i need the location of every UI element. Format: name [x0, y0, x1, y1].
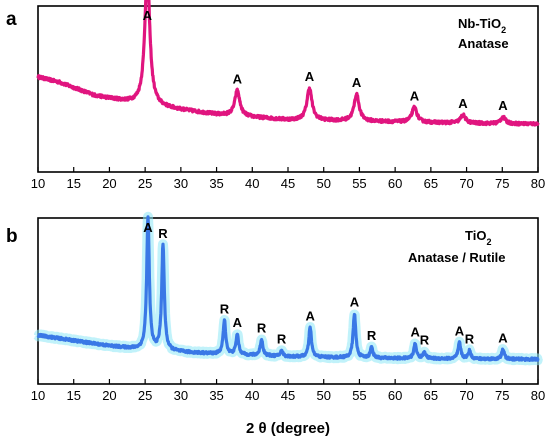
peak-label-a-4: A [410, 88, 420, 103]
peak-label-b-2: R [220, 301, 230, 316]
x-tick-label-10: 10 [31, 176, 45, 191]
x-tick-label-50: 50 [316, 388, 330, 403]
x-tick-label-80: 80 [531, 176, 545, 191]
panel-a-chart: 10 15 20 25 30 35 40 45 50 55 60 65 70 75 80 A A A A A A A N… [31, 0, 545, 191]
panel-a-legend-line2: Anatase [458, 36, 509, 51]
peak-label-b-9: A [410, 324, 420, 339]
peak-label-b-10: R [420, 332, 430, 347]
x-tick-label-30: 30 [174, 388, 188, 403]
x-axis-title: 2 θ (degree) [246, 420, 330, 437]
x-tick-label-40: 40 [245, 388, 259, 403]
panel-b-series-halo [33, 211, 543, 366]
x-tick-label-40: 40 [245, 176, 259, 191]
x-tick-label-10: 10 [31, 388, 45, 403]
peak-label-a-2: A [305, 69, 315, 84]
x-tick-label-70: 70 [459, 388, 473, 403]
panel-a-peak-labels: A A A A A A A [143, 8, 509, 113]
x-tick-label-15: 15 [66, 388, 80, 403]
panel-b-x-ticks [37, 379, 539, 384]
panel-b-legend-line2: Anatase / Rutile [408, 250, 506, 265]
panel-b-series-glow [33, 211, 543, 366]
x-tick-label-55: 55 [352, 388, 366, 403]
x-tick-label-45: 45 [281, 176, 295, 191]
peak-label-b-12: R [465, 331, 475, 346]
x-tick-label-15: 15 [66, 176, 80, 191]
x-tick-label-60: 60 [388, 388, 402, 403]
panel-b-chart: 10 15 20 25 30 35 40 45 50 55 60 65 70 75 80 A RRA RRAAR… [31, 211, 545, 403]
peak-label-b-0: A [143, 220, 153, 235]
peak-label-b-7: A [350, 294, 360, 309]
x-tick-label-25: 25 [138, 176, 152, 191]
peak-label-b-4: R [257, 320, 267, 335]
panel-b-series-line [36, 215, 540, 362]
peak-label-a-5: A [458, 96, 468, 111]
peak-label-b-1: R [158, 226, 168, 241]
panel-b-letter: b [6, 226, 18, 247]
peak-label-b-3: A [233, 315, 243, 330]
x-tick-label-50: 50 [316, 176, 330, 191]
peak-label-a-0: A [143, 8, 153, 23]
x-tick-label-20: 20 [102, 388, 116, 403]
peak-label-b-11: A [455, 323, 465, 338]
peak-label-b-13: A [498, 331, 508, 346]
x-tick-label-75: 75 [495, 388, 509, 403]
peak-label-b-6: A [305, 308, 315, 323]
x-tick-label-20: 20 [102, 176, 116, 191]
peak-label-a-6: A [498, 98, 508, 113]
x-tick-label-35: 35 [209, 176, 223, 191]
x-tick-label-80: 80 [531, 388, 545, 403]
peak-label-b-5: R [277, 332, 287, 347]
x-tick-label-70: 70 [459, 176, 473, 191]
panel-a-legend-line1: Nb-TiO2 [458, 16, 506, 35]
x-tick-label-35: 35 [209, 388, 223, 403]
panel-a-x-tick-labels: 10 15 20 25 30 35 40 45 50 55 60 65 70 75 80 [31, 176, 545, 191]
x-tick-label-75: 75 [495, 176, 509, 191]
panel-b-legend-line1: TiO2 [465, 228, 491, 247]
x-tick-label-55: 55 [352, 176, 366, 191]
peak-label-b-8: R [367, 328, 377, 343]
x-tick-label-45: 45 [281, 388, 295, 403]
x-tick-label-60: 60 [388, 176, 402, 191]
peak-label-a-3: A [352, 75, 362, 90]
panel-a-letter: a [6, 9, 17, 30]
peak-label-a-1: A [233, 71, 243, 86]
x-tick-label-30: 30 [174, 176, 188, 191]
panel-a-x-ticks [37, 167, 539, 172]
x-tick-label-25: 25 [138, 388, 152, 403]
panel-b-x-tick-labels: 10 15 20 25 30 35 40 45 50 55 60 65 70 75 80 [31, 388, 545, 403]
x-tick-label-65: 65 [424, 388, 438, 403]
x-tick-label-65: 65 [424, 176, 438, 191]
panel-a-series-line [36, 0, 540, 127]
